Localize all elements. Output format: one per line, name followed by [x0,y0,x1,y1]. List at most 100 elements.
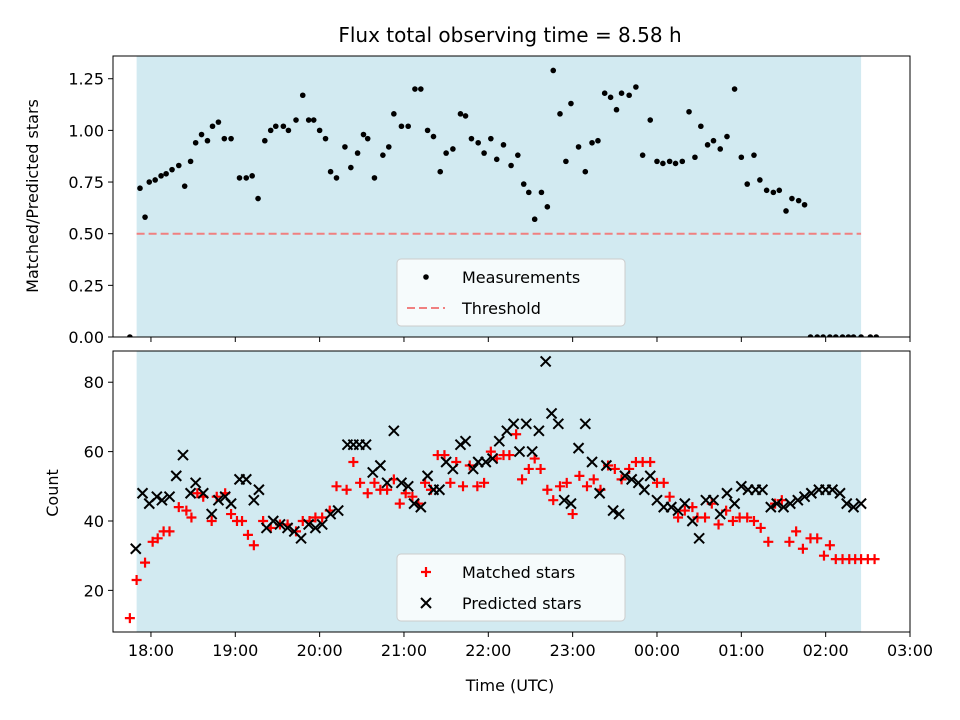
count-point [402,480,414,493]
count-point [156,494,168,506]
ratio-point [360,131,367,138]
ratio-series-0 [127,67,880,337]
count-y-axis-label: Count [43,469,62,517]
ratio-point [601,90,608,96]
ratio-legend-label: Measurements [462,268,580,287]
ratio-plot-area [127,56,880,337]
ratio-point [710,137,717,144]
count-point [771,497,783,510]
count-point [388,425,400,437]
x-axis-label: Time (UTC) [465,676,554,695]
ratio-point [538,189,545,196]
ratio-point [647,117,654,123]
ratio-point [789,195,795,202]
ratio-point [751,152,757,158]
ratio-point [333,175,340,181]
ratio-legend-swatch [423,274,429,280]
ratio-point [515,152,521,158]
count-point [812,533,823,544]
count-point [679,497,691,510]
ratio-clipped-content [127,56,880,337]
count-point [291,526,302,537]
ratio-point [468,135,475,142]
count-point [242,529,253,540]
count-point [798,490,811,503]
count-point [600,459,613,472]
count-point [539,355,552,368]
count-legend-swatch [421,567,431,577]
ratio-point [221,135,228,142]
count-point [151,490,163,503]
count-point [673,512,684,523]
count-series-0 [124,429,880,624]
count-point [374,459,387,472]
ratio-point [832,334,839,337]
count-point [504,450,515,461]
count-legend-swatch [420,597,432,609]
ratio-point [839,334,846,337]
count-point [253,484,265,496]
count-legend-label: Matched stars [462,563,575,582]
ratio-point [137,185,143,192]
count-point [658,477,669,488]
count-point [433,484,446,496]
count-point [205,508,218,520]
count-point [609,463,620,474]
ratio-panel: Flux total observing time = 8.58 h 0.000… [23,23,911,347]
ratio-y-tick-label: 0.50 [68,225,104,244]
count-point [226,509,237,520]
count-point [805,487,818,499]
ratio-point [607,94,614,101]
count-point [458,481,469,492]
count-point [826,484,839,496]
ratio-point [327,168,334,175]
ratio-point [354,150,361,156]
count-point [784,536,795,547]
ratio-point [488,135,494,142]
ratio-point [731,86,738,92]
ratio-point [316,127,323,134]
count-point [776,495,787,506]
ratio-point [299,92,306,99]
ratio-point [582,168,589,175]
count-point [295,532,307,545]
count-point [407,491,418,502]
count-y-tick-label: 60 [84,443,104,462]
count-point [225,497,237,510]
count-point [360,438,372,451]
x-tick-label: 03:00 [887,641,933,660]
ratio-point [698,123,704,130]
x-tick-label: 21:00 [381,641,427,660]
count-point [792,494,804,506]
count-point [693,532,705,545]
ratio-point [814,334,821,337]
ratio-point [618,90,625,96]
ratio-point [672,160,679,167]
count-point [619,470,631,482]
count-point [561,477,572,488]
count-point [248,540,259,551]
ratio-point [738,154,745,161]
count-point [818,550,829,561]
count-point [274,518,286,531]
count-point [341,484,352,495]
count-point [552,418,565,430]
ratio-point [744,181,751,187]
count-point [181,505,192,516]
ratio-point [192,139,199,146]
ratio-point [385,144,392,150]
count-point [136,487,149,499]
count-point [558,494,570,506]
ratio-point [481,150,487,156]
ratio-point [500,142,507,148]
count-point [727,515,738,526]
count-point [686,515,699,527]
count-point [554,481,565,492]
count-point [644,470,656,482]
ratio-legend-label: Threshold [461,299,541,318]
count-point [212,494,225,506]
ratio-point [236,175,243,181]
count-point [394,498,405,509]
count-point [381,477,393,489]
